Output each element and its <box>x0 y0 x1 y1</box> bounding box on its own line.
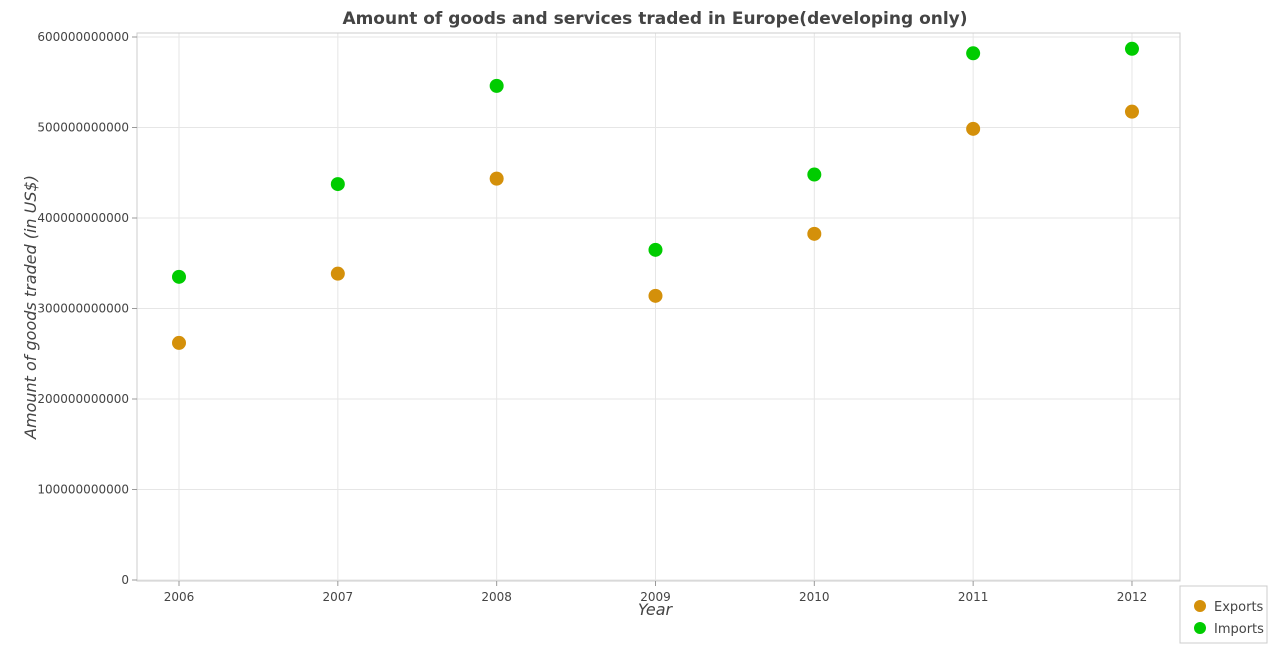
x-tick-label: 2012 <box>1117 590 1148 604</box>
x-tick-label: 2006 <box>164 590 195 604</box>
data-point-exports <box>966 121 981 136</box>
data-point-imports <box>966 46 981 61</box>
legend-label-imports: Imports <box>1214 622 1264 637</box>
data-point-exports <box>172 335 186 350</box>
x-tick-label: 2008 <box>481 590 512 604</box>
data-point-exports <box>1124 104 1139 119</box>
plot-area <box>136 32 1181 582</box>
data-point-exports <box>489 171 504 186</box>
y-tick-label: 400000000000 <box>37 211 129 225</box>
data-point-imports <box>807 167 822 182</box>
data-point-exports <box>330 266 345 281</box>
y-tick-label: 0 <box>121 573 129 587</box>
y-axis-label: Amount of goods traded (in US$) <box>21 175 40 440</box>
chart-title: Amount of goods and services traded in E… <box>342 9 967 29</box>
legend-box <box>1179 585 1268 644</box>
legend: Exports Imports <box>1179 585 1268 644</box>
y-tick-label: 100000000000 <box>37 483 129 497</box>
data-point-exports <box>807 226 822 241</box>
y-tick-label: 300000000000 <box>37 302 129 316</box>
data-point-imports <box>648 242 663 257</box>
grid <box>137 33 1180 581</box>
y-tick-label: 500000000000 <box>37 121 129 135</box>
x-tick-label: 2009 <box>640 590 671 604</box>
y-tick-label: 600000000000 <box>37 30 129 44</box>
data-points <box>172 41 1139 350</box>
legend-label-exports: Exports <box>1214 600 1264 615</box>
x-axis-label: Year <box>638 600 674 619</box>
legend-marker-imports <box>1194 622 1206 634</box>
data-point-imports <box>489 78 504 93</box>
x-axis: 2006 2007 2008 2009 2010 2011 2012 <box>164 581 1148 604</box>
x-tick-label: 2010 <box>799 590 830 604</box>
y-tick-label: 200000000000 <box>37 392 129 406</box>
data-point-imports <box>330 177 345 192</box>
data-point-exports <box>648 288 663 303</box>
y-axis: 0 100000000000 200000000000 300000000000 400… <box>37 30 137 587</box>
x-tick-label: 2011 <box>958 590 989 604</box>
x-tick-label: 2007 <box>323 590 354 604</box>
data-point-imports <box>172 269 186 284</box>
data-point-imports <box>1124 41 1139 56</box>
legend-marker-exports <box>1194 600 1206 612</box>
